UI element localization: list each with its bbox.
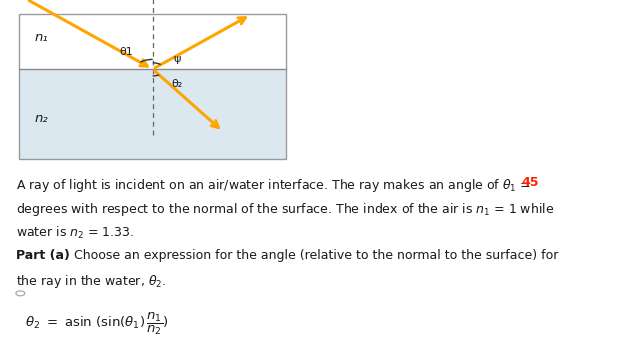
Bar: [19, 69, 286, 159]
Text: Part (a): Part (a): [16, 249, 70, 262]
Text: θ1: θ1: [119, 47, 133, 57]
Text: the ray in the water, $\theta_2$.: the ray in the water, $\theta_2$.: [16, 273, 166, 289]
Bar: [19, 14, 286, 159]
Text: Choose an expression for the angle (relative to the normal to the surface) for: Choose an expression for the angle (rela…: [70, 249, 558, 262]
Text: water is $n_2$ = 1.33.: water is $n_2$ = 1.33.: [16, 225, 134, 241]
Text: ψ: ψ: [173, 54, 181, 64]
Text: n₁: n₁: [35, 31, 49, 44]
Text: 45: 45: [522, 176, 539, 190]
Text: $\theta_2\ =$ asin $(\sin(\theta_1)\,\dfrac{n_1}{n_2})$: $\theta_2\ =$ asin $(\sin(\theta_1)\,\df…: [25, 311, 169, 337]
Text: degrees with respect to the normal of the surface. The index of the air is $n_1$: degrees with respect to the normal of th…: [16, 201, 554, 217]
Text: θ₂: θ₂: [171, 79, 183, 89]
Text: n₂: n₂: [35, 112, 49, 125]
Text: A ray of light is incident on an air/water interface. The ray makes an angle of : A ray of light is incident on an air/wat…: [16, 176, 532, 193]
